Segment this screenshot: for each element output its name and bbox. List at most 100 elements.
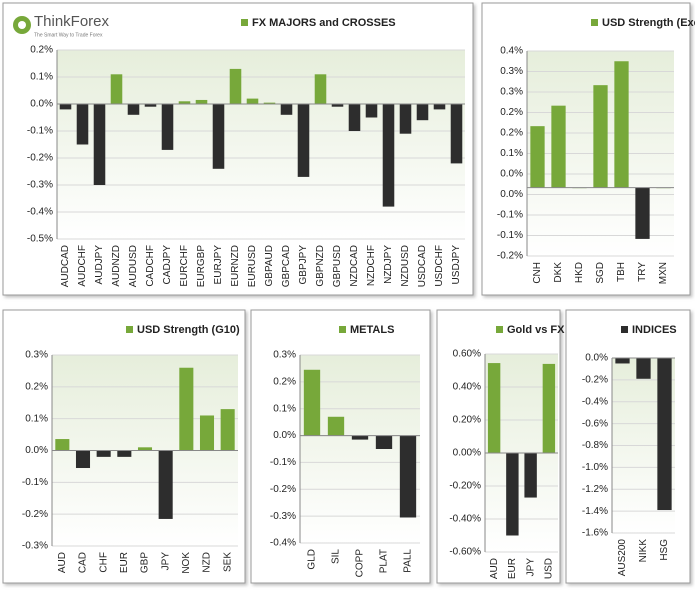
legend-swatch: [339, 326, 346, 333]
bar: [351, 435, 369, 440]
legend-swatch: [126, 326, 133, 333]
bar: [117, 450, 132, 457]
bar: [551, 105, 566, 188]
bar: [524, 453, 537, 498]
bar: [280, 104, 293, 115]
bar: [382, 104, 395, 207]
bar: [144, 104, 157, 107]
x-tick-label: PLAT: [379, 549, 390, 573]
plot-area: [57, 50, 465, 239]
chart: METALS 0.3% 0.2% 0.1% 0.0% -0.1% -0.2% -0.3% -0.…: [270, 324, 420, 577]
chart-title: INDICES: [632, 324, 677, 336]
y-tick-label: -0.40%: [449, 514, 481, 525]
y-tick-label: -0.4%: [582, 396, 608, 407]
bar: [399, 435, 417, 518]
bar: [348, 104, 361, 131]
x-tick-label: GBPJPY: [298, 245, 309, 285]
y-tick-label: 0.3%: [500, 87, 523, 98]
bar: [178, 101, 191, 104]
x-tick-label: NZDCAD: [349, 245, 360, 287]
bar: [542, 363, 556, 453]
bar: [506, 453, 519, 536]
y-tick-label: 0.3%: [500, 66, 523, 77]
y-tick-label: 0.0%: [30, 99, 53, 110]
x-tick-label: GBPNZD: [315, 245, 326, 287]
y-tick-label: 0.1%: [30, 72, 53, 83]
y-tick-label: 0.2%: [273, 376, 296, 387]
y-tick-label: 0.4%: [500, 46, 523, 57]
bar: [375, 435, 393, 449]
bar: [195, 99, 208, 104]
bar: [263, 102, 276, 104]
bar: [93, 104, 106, 185]
bar: [433, 104, 446, 110]
x-tick-label: AUDNZD: [111, 245, 122, 287]
x-tick-label: DKK: [553, 262, 564, 283]
y-tick-label: 0.0%: [500, 189, 523, 200]
x-tick-label: HSG: [659, 539, 670, 561]
bar: [212, 104, 225, 169]
bar: [303, 369, 321, 436]
y-tick-label: -0.5%: [27, 234, 53, 245]
y-tick-label: -0.2%: [497, 251, 523, 262]
bar: [635, 187, 650, 239]
y-tick-label: -0.1%: [497, 210, 523, 221]
x-tick-label: NZDJPY: [383, 245, 394, 284]
y-tick-label: -0.2%: [22, 509, 48, 520]
logo-tagline: The Smart Way to Trade Forex: [34, 32, 103, 38]
x-tick-label: AUD: [489, 558, 500, 579]
chart-title: USD Strength (Exotics): [602, 17, 695, 29]
bar: [657, 358, 672, 511]
bar: [331, 104, 344, 107]
x-tick-label: MXN: [658, 262, 669, 284]
bar: [615, 358, 630, 364]
bar: [297, 104, 310, 177]
x-tick-label: NZD: [202, 552, 213, 573]
x-tick-label: AUDCAD: [60, 245, 71, 287]
bar: [314, 74, 327, 104]
x-tick-label: AUDJPY: [94, 245, 105, 285]
chart: USD Strength (G10) 0.3% 0.2% 0.1% 0.0% -0.1% -…: [22, 324, 240, 574]
bar: [246, 98, 259, 104]
x-tick-label: AUDCHF: [77, 245, 88, 287]
legend-swatch: [241, 19, 248, 26]
y-tick-label: -0.3%: [22, 541, 48, 552]
y-tick-label: 0.0%: [25, 445, 48, 456]
y-tick-label: -0.6%: [582, 418, 608, 429]
x-tick-label: PALL: [403, 549, 414, 573]
bar: [110, 74, 123, 104]
bar: [161, 104, 174, 150]
y-tick-label: -0.4%: [270, 538, 296, 549]
x-tick-label: AUDUSD: [128, 245, 139, 287]
y-tick-label: -0.3%: [270, 511, 296, 522]
x-tick-label: TRY: [637, 262, 648, 282]
y-tick-label: -0.1%: [27, 126, 53, 137]
x-tick-label: USDCAD: [417, 245, 428, 287]
y-tick-label: 0.40%: [453, 382, 481, 393]
x-tick-label: EURJPY: [213, 245, 224, 285]
y-tick-label: 0.2%: [30, 45, 53, 56]
chart: USD Strength (Exotics) 0.4% 0.3% 0.3% 0.2% 0.…: [497, 17, 695, 284]
chart: INDICES 0.0% -0.2% -0.4% -0.6% -0.8% -1.0% -1.2…: [582, 324, 677, 576]
bar: [127, 104, 140, 115]
chart-title: METALS: [350, 324, 394, 336]
chart: FX MAJORS and CROSSES 0.2% 0.1% 0.0% -0.1% -0…: [27, 17, 465, 287]
bar: [593, 85, 608, 188]
x-tick-label: EURUSD: [247, 245, 258, 287]
x-tick-label: CHF: [98, 552, 109, 573]
chart-title: FX MAJORS and CROSSES: [252, 17, 396, 29]
x-tick-label: AUS200: [617, 539, 628, 577]
x-tick-label: CAD: [78, 552, 89, 573]
x-tick-label: GBP: [140, 552, 151, 573]
chart: Gold vs FX 0.60% 0.40% 0.20% 0.00% -0.20% -0.4…: [449, 324, 565, 579]
y-tick-label: 0.20%: [453, 415, 481, 426]
y-tick-label: 0.0%: [585, 353, 608, 364]
x-tick-label: CNH: [532, 262, 543, 284]
bar: [327, 416, 345, 436]
x-tick-label: JPY: [160, 552, 171, 571]
x-tick-label: USD: [544, 558, 555, 579]
x-tick-label: USDCHF: [434, 245, 445, 287]
y-tick-label: 0.3%: [273, 350, 296, 361]
y-tick-label: 0.2%: [25, 381, 48, 392]
